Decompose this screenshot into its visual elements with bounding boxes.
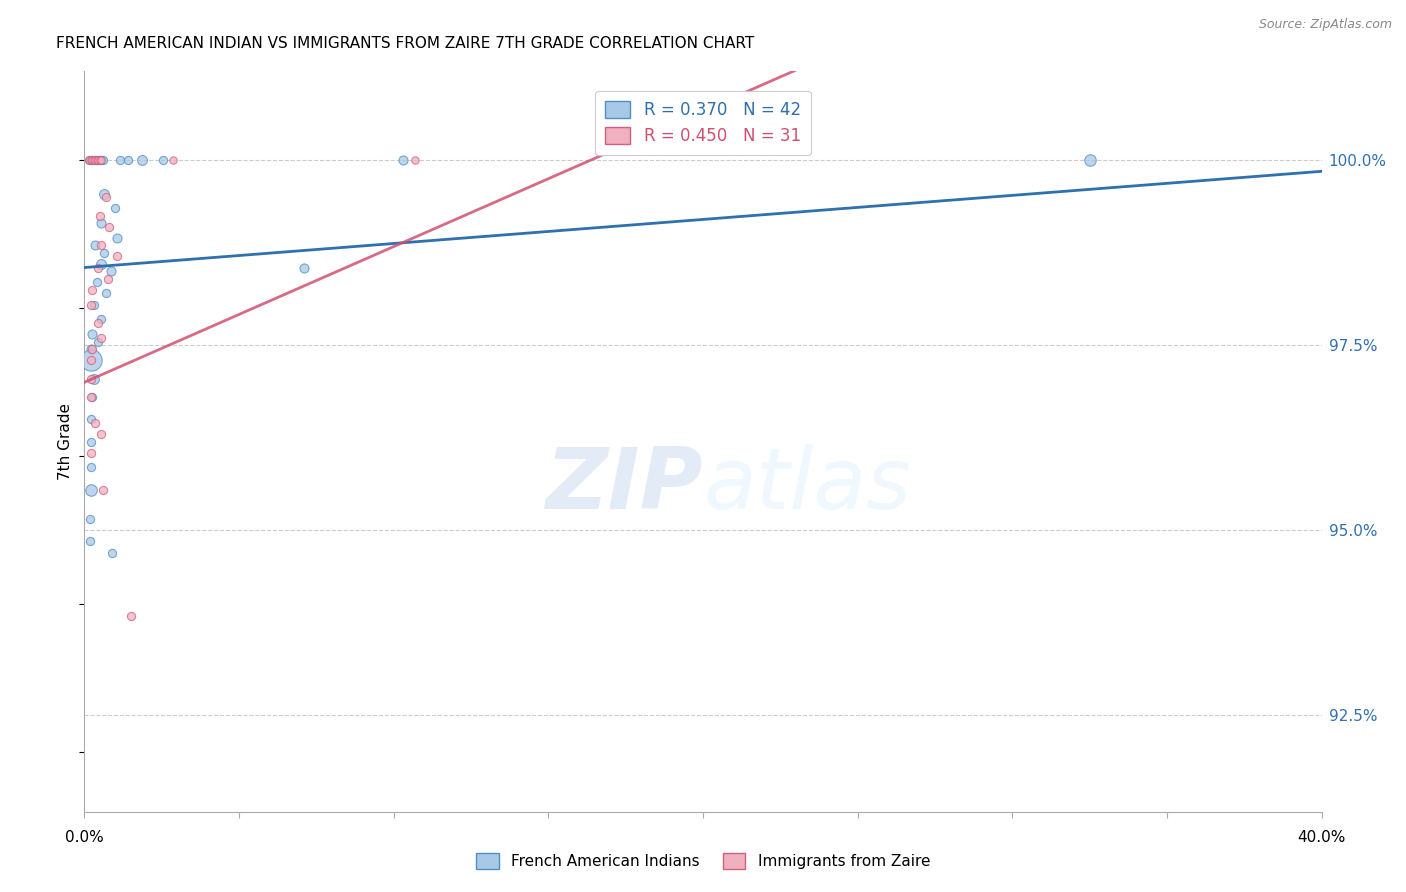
Point: [77, 153, 100, 168]
Point: [79, 412, 101, 426]
Point: [82, 327, 104, 342]
Point: [131, 153, 153, 168]
Point: [91, 153, 114, 168]
Point: [83, 371, 105, 385]
Point: [77, 153, 100, 168]
Point: [94, 286, 117, 301]
Point: [90, 216, 112, 230]
Point: [82, 283, 104, 297]
Point: [79, 483, 101, 497]
Point: [87, 153, 110, 168]
Point: [87, 260, 110, 275]
Text: atlas: atlas: [703, 444, 911, 527]
Point: [86, 153, 108, 168]
Point: [1078, 153, 1101, 168]
Point: [90, 312, 112, 326]
Text: 0.0%: 0.0%: [65, 830, 104, 846]
Point: [98, 219, 121, 234]
Point: [90, 153, 112, 168]
Point: [82, 342, 104, 356]
Point: [79, 534, 101, 549]
Point: [93, 245, 115, 260]
Point: [79, 353, 101, 368]
Point: [82, 153, 104, 168]
Point: [79, 460, 101, 475]
Point: [86, 153, 108, 168]
Point: [104, 202, 127, 216]
Point: [108, 153, 131, 168]
Point: [91, 483, 114, 497]
Text: ZIP: ZIP: [546, 444, 703, 527]
Point: [84, 238, 107, 252]
Point: [89, 153, 111, 168]
Point: [90, 427, 112, 442]
Text: FRENCH AMERICAN INDIAN VS IMMIGRANTS FROM ZAIRE 7TH GRADE CORRELATION CHART: FRENCH AMERICAN INDIAN VS IMMIGRANTS FRO…: [56, 36, 755, 51]
Point: [105, 250, 128, 264]
Point: [87, 316, 110, 330]
Point: [292, 260, 315, 275]
Point: [162, 153, 184, 168]
Text: 40.0%: 40.0%: [1298, 830, 1346, 846]
Text: Source: ZipAtlas.com: Source: ZipAtlas.com: [1258, 18, 1392, 31]
Point: [79, 445, 101, 459]
Point: [83, 153, 105, 168]
Point: [93, 186, 115, 201]
Point: [120, 608, 142, 623]
Point: [94, 190, 117, 204]
Point: [404, 153, 426, 168]
Point: [89, 209, 111, 223]
Point: [100, 264, 122, 278]
Point: [90, 153, 112, 168]
Legend: R = 0.370   N = 42, R = 0.450   N = 31: R = 0.370 N = 42, R = 0.450 N = 31: [595, 91, 811, 155]
Point: [84, 153, 107, 168]
Point: [79, 434, 101, 449]
Y-axis label: 7th Grade: 7th Grade: [58, 403, 73, 480]
Point: [90, 257, 112, 271]
Point: [90, 331, 112, 345]
Point: [83, 297, 105, 311]
Point: [89, 153, 111, 168]
Point: [152, 153, 174, 168]
Point: [90, 238, 112, 252]
Point: [86, 276, 108, 290]
Point: [101, 546, 124, 560]
Point: [79, 353, 101, 368]
Point: [84, 416, 107, 430]
Point: [79, 371, 101, 385]
Point: [82, 390, 104, 404]
Point: [83, 153, 105, 168]
Point: [105, 231, 128, 245]
Point: [84, 153, 107, 168]
Point: [87, 153, 110, 168]
Point: [117, 153, 139, 168]
Point: [79, 342, 101, 356]
Legend: French American Indians, Immigrants from Zaire: French American Indians, Immigrants from…: [470, 847, 936, 875]
Point: [87, 334, 110, 349]
Point: [79, 153, 101, 168]
Point: [96, 271, 118, 285]
Point: [392, 153, 415, 168]
Point: [79, 512, 101, 526]
Point: [79, 153, 101, 168]
Point: [79, 297, 101, 311]
Point: [79, 390, 101, 404]
Point: [82, 153, 104, 168]
